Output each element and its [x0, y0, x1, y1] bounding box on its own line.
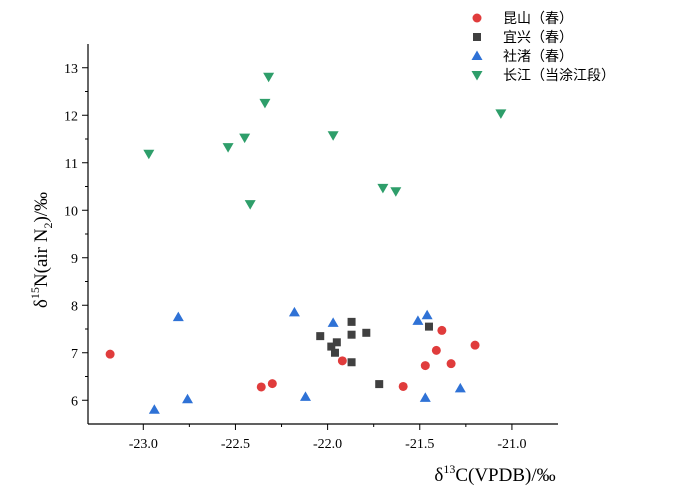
data-point: [420, 361, 430, 371]
data-point: [424, 322, 433, 331]
legend-marker: [473, 33, 481, 41]
data-point: [239, 133, 251, 144]
data-point: [327, 342, 336, 351]
y-tick-label: 13: [64, 62, 78, 77]
data-point: [419, 392, 431, 402]
axes: [87, 44, 558, 425]
x-axis-title: δ13C(VPDB)/‰: [434, 462, 555, 486]
data-points: [105, 72, 507, 414]
data-point: [148, 404, 160, 414]
data-point: [412, 315, 424, 325]
data-point: [347, 330, 356, 339]
data-point: [182, 393, 194, 404]
legend: 昆山（春） 宜兴（春） 社渚（春） 长江（当涂江段）: [471, 11, 615, 84]
data-point: [446, 359, 456, 369]
legend-marker: [471, 50, 483, 60]
x-tick-label: -23.0: [129, 437, 158, 452]
data-point: [347, 358, 356, 367]
y-tick-label: 6: [71, 394, 78, 409]
data-point: [390, 187, 402, 197]
y-tick-label: 8: [71, 299, 78, 314]
data-point: [495, 109, 507, 119]
x-tick-label: -22.5: [221, 437, 250, 452]
series-3: [148, 306, 466, 414]
series-1: [105, 325, 480, 392]
legend-item: 长江（当涂江段）: [471, 68, 615, 84]
data-point: [431, 345, 441, 355]
y-axis-title: δ15N(air N2)/‰: [28, 192, 55, 308]
data-point: [222, 143, 234, 153]
data-point: [316, 332, 325, 341]
data-point: [398, 381, 408, 391]
data-point: [377, 183, 389, 194]
x-tick-label: -21.5: [405, 437, 434, 452]
legend-label: 昆山（春）: [503, 11, 573, 27]
data-point: [362, 328, 371, 337]
data-point: [267, 379, 277, 389]
legend-marker: [472, 13, 482, 23]
y-tick-label: 12: [64, 109, 78, 124]
data-point: [299, 391, 311, 401]
data-point: [256, 382, 266, 392]
series-2: [316, 317, 433, 389]
legend-item: 昆山（春）: [472, 11, 573, 27]
data-point: [347, 317, 356, 326]
data-point: [172, 311, 184, 322]
x-tick-label: -22.0: [313, 437, 342, 452]
y-tick-label: 10: [64, 204, 78, 219]
y-tick-label: 9: [71, 252, 78, 267]
ticks: -23.0 -22.5 -22.0 -21.5 -21.0 6 7 8 9 10 11 12 13: [64, 62, 527, 452]
legend-item: 宜兴（春）: [473, 30, 573, 46]
data-point: [337, 356, 347, 366]
legend-label: 宜兴（春）: [503, 30, 573, 46]
data-point: [263, 72, 275, 83]
data-point: [470, 340, 480, 350]
x-tick-label: -21.0: [497, 437, 526, 452]
y-tick-label: 11: [65, 157, 78, 172]
data-point: [327, 131, 339, 141]
y-tick-label: 7: [71, 347, 78, 362]
data-point: [454, 382, 466, 393]
data-point: [244, 200, 256, 210]
legend-marker: [471, 71, 483, 81]
data-point: [332, 338, 341, 347]
series-4: [143, 72, 507, 210]
data-point: [421, 309, 433, 320]
legend-label: 长江（当涂江段）: [503, 68, 615, 84]
data-point: [330, 348, 339, 357]
data-point: [437, 325, 447, 335]
legend-item: 社渚（春）: [471, 49, 573, 65]
data-point: [327, 317, 339, 327]
data-point: [143, 149, 155, 160]
data-point: [105, 349, 115, 359]
data-point: [259, 98, 271, 109]
data-point: [375, 380, 384, 389]
data-point: [288, 306, 300, 317]
legend-label: 社渚（春）: [503, 49, 573, 65]
